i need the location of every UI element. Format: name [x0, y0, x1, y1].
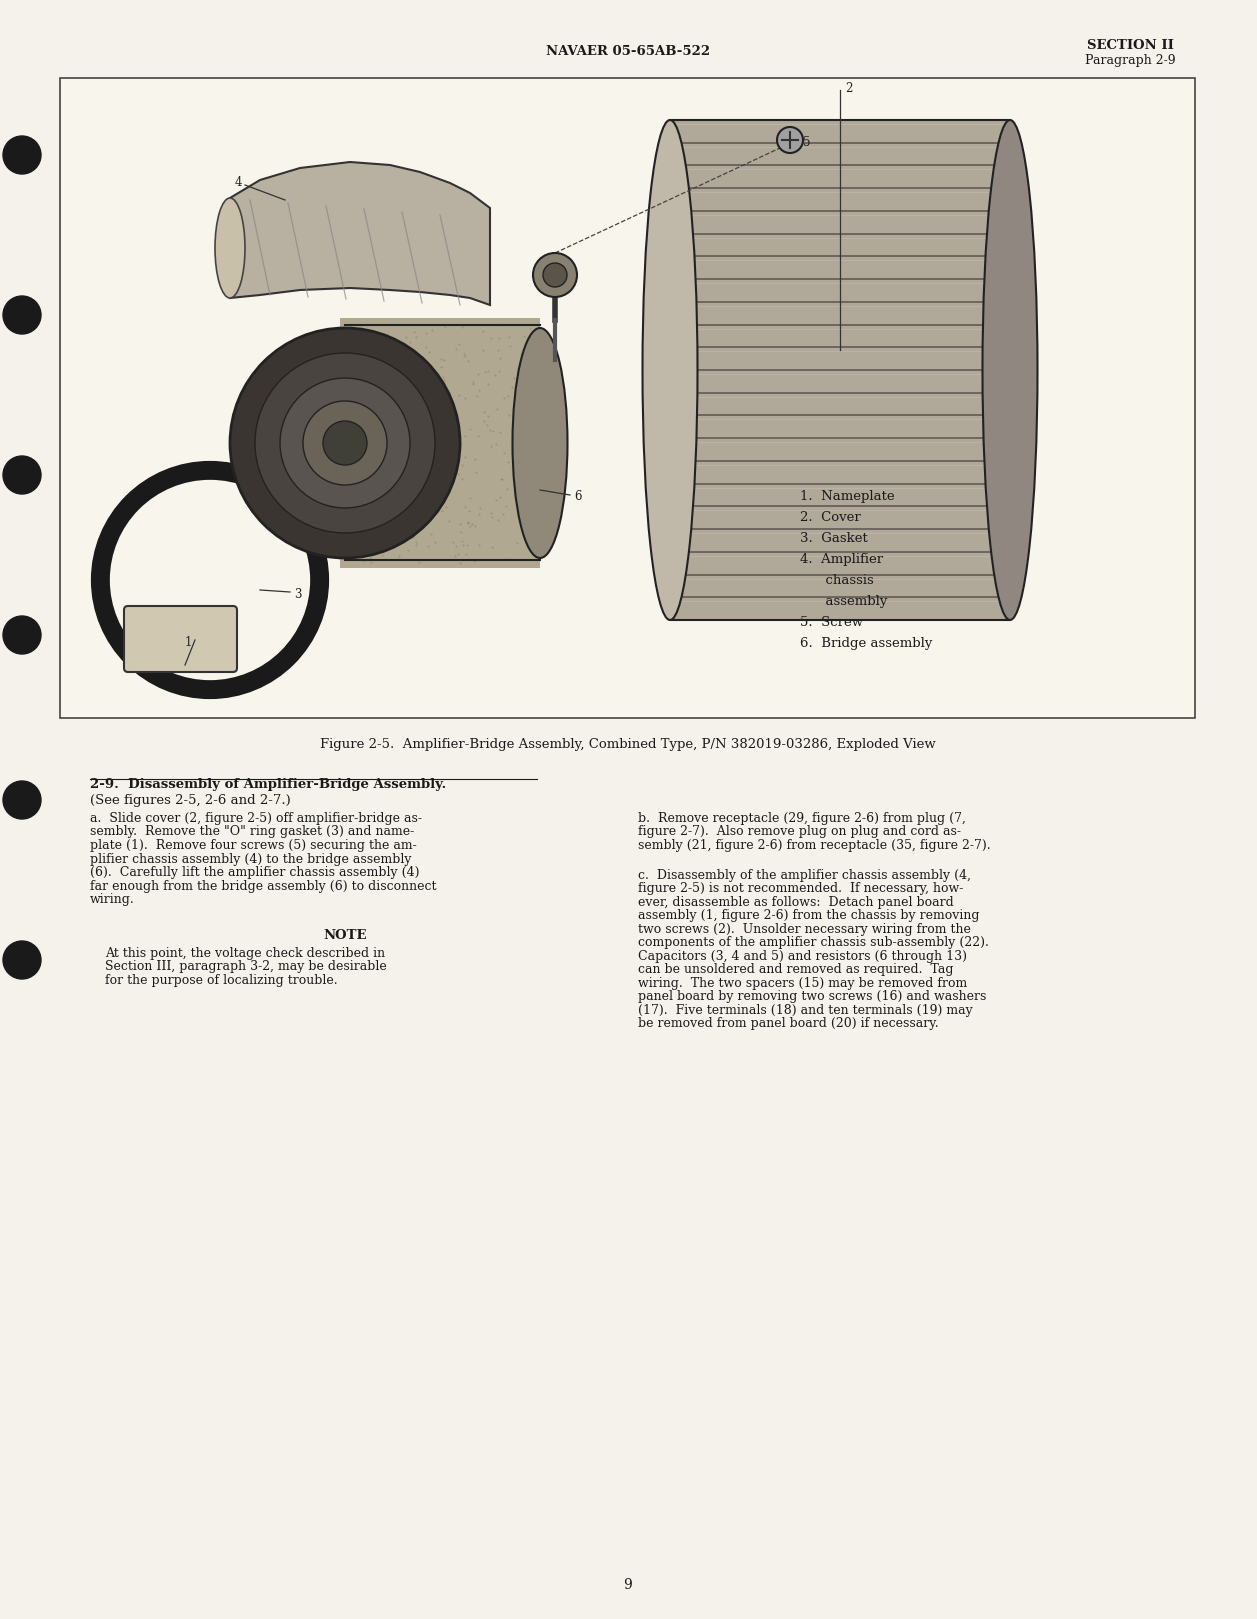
Text: two screws (2).  Unsolder necessary wiring from the: two screws (2). Unsolder necessary wirin…: [639, 923, 970, 936]
Text: be removed from panel board (20) if necessary.: be removed from panel board (20) if nece…: [639, 1017, 939, 1030]
Text: can be unsoldered and removed as required.  Tag: can be unsoldered and removed as require…: [639, 963, 954, 976]
Ellipse shape: [983, 120, 1037, 620]
Text: components of the amplifier chassis sub-assembly (22).: components of the amplifier chassis sub-…: [639, 936, 989, 949]
Text: SECTION II: SECTION II: [1086, 39, 1174, 52]
Text: wiring.: wiring.: [91, 894, 134, 907]
Circle shape: [3, 780, 41, 819]
Text: (See figures 2-5, 2-6 and 2-7.): (See figures 2-5, 2-6 and 2-7.): [91, 793, 290, 806]
Text: plate (1).  Remove four screws (5) securing the am-: plate (1). Remove four screws (5) securi…: [91, 839, 417, 852]
Circle shape: [3, 615, 41, 654]
Circle shape: [230, 329, 460, 559]
Circle shape: [3, 136, 41, 173]
Ellipse shape: [215, 198, 245, 298]
Bar: [339, 317, 541, 568]
Polygon shape: [230, 162, 490, 304]
Text: 1: 1: [185, 636, 191, 649]
Text: 3.  Gasket: 3. Gasket: [799, 533, 867, 546]
Text: 1.  Nameplate: 1. Nameplate: [799, 491, 895, 504]
Circle shape: [3, 457, 41, 494]
Text: figure 2-7).  Also remove plug on plug and cord as-: figure 2-7). Also remove plug on plug an…: [639, 826, 962, 839]
Circle shape: [255, 353, 435, 533]
Text: 2: 2: [845, 81, 852, 94]
Text: plifier chassis assembly (4) to the bridge assembly: plifier chassis assembly (4) to the brid…: [91, 853, 411, 866]
Text: for the purpose of localizing trouble.: for the purpose of localizing trouble.: [106, 973, 338, 986]
Text: b.  Remove receptacle (29, figure 2-6) from plug (7,: b. Remove receptacle (29, figure 2-6) fr…: [639, 813, 965, 826]
Text: sembly (21, figure 2-6) from receptacle (35, figure 2-7).: sembly (21, figure 2-6) from receptacle …: [639, 839, 991, 852]
Circle shape: [280, 377, 410, 508]
Text: chassis: chassis: [799, 575, 874, 588]
Circle shape: [3, 296, 41, 334]
Circle shape: [323, 421, 367, 465]
Text: At this point, the voltage check described in: At this point, the voltage check describ…: [106, 947, 385, 960]
Circle shape: [303, 402, 387, 486]
Text: 4: 4: [234, 175, 241, 188]
Circle shape: [3, 941, 41, 979]
Text: Figure 2-5.  Amplifier-Bridge Assembly, Combined Type, P/N 382019-03286, Explode: Figure 2-5. Amplifier-Bridge Assembly, C…: [321, 738, 936, 751]
Text: 6: 6: [574, 491, 582, 504]
Text: (17).  Five terminals (18) and ten terminals (19) may: (17). Five terminals (18) and ten termin…: [639, 1004, 973, 1017]
Text: assembly: assembly: [799, 596, 887, 609]
Text: (6).  Carefully lift the amplifier chassis assembly (4): (6). Carefully lift the amplifier chassi…: [91, 866, 420, 879]
Text: panel board by removing two screws (16) and washers: panel board by removing two screws (16) …: [639, 989, 987, 1004]
Text: a.  Slide cover (2, figure 2-5) off amplifier-bridge as-: a. Slide cover (2, figure 2-5) off ampli…: [91, 813, 422, 826]
Text: 3: 3: [294, 588, 302, 601]
Text: wiring.  The two spacers (15) may be removed from: wiring. The two spacers (15) may be remo…: [639, 976, 967, 989]
Text: Paragraph 2-9: Paragraph 2-9: [1085, 55, 1175, 68]
Text: 6.  Bridge assembly: 6. Bridge assembly: [799, 636, 933, 649]
Ellipse shape: [642, 120, 698, 620]
Bar: [670, 120, 1011, 620]
Text: ever, disassemble as follows:  Detach panel board: ever, disassemble as follows: Detach pan…: [639, 895, 954, 908]
Circle shape: [777, 126, 803, 154]
Text: sembly.  Remove the "O" ring gasket (3) and name-: sembly. Remove the "O" ring gasket (3) a…: [91, 826, 415, 839]
Bar: [60, 78, 1195, 717]
Text: NAVAER 05-65AB-522: NAVAER 05-65AB-522: [546, 45, 710, 58]
Text: 4.  Amplifier: 4. Amplifier: [799, 554, 884, 567]
Circle shape: [543, 262, 567, 287]
Text: figure 2-5) is not recommended.  If necessary, how-: figure 2-5) is not recommended. If neces…: [639, 882, 963, 895]
Text: c.  Disassembly of the amplifier chassis assembly (4,: c. Disassembly of the amplifier chassis …: [639, 868, 970, 881]
Text: assembly (1, figure 2-6) from the chassis by removing: assembly (1, figure 2-6) from the chassi…: [639, 908, 979, 921]
Text: 9: 9: [623, 1579, 632, 1591]
Text: NOTE: NOTE: [323, 929, 367, 942]
Text: 2-9.  Disassembly of Amplifier-Bridge Assembly.: 2-9. Disassembly of Amplifier-Bridge Ass…: [91, 779, 446, 792]
Text: far enough from the bridge assembly (6) to disconnect: far enough from the bridge assembly (6) …: [91, 879, 436, 892]
Circle shape: [533, 253, 577, 296]
Text: 5.  Screw: 5. Screw: [799, 615, 864, 630]
Text: Capacitors (3, 4 and 5) and resistors (6 through 13): Capacitors (3, 4 and 5) and resistors (6…: [639, 949, 967, 963]
Ellipse shape: [513, 329, 567, 559]
Text: 2.  Cover: 2. Cover: [799, 512, 861, 525]
Text: Section III, paragraph 3-2, may be desirable: Section III, paragraph 3-2, may be desir…: [106, 960, 387, 973]
FancyBboxPatch shape: [124, 606, 238, 672]
Text: 5: 5: [803, 136, 811, 149]
